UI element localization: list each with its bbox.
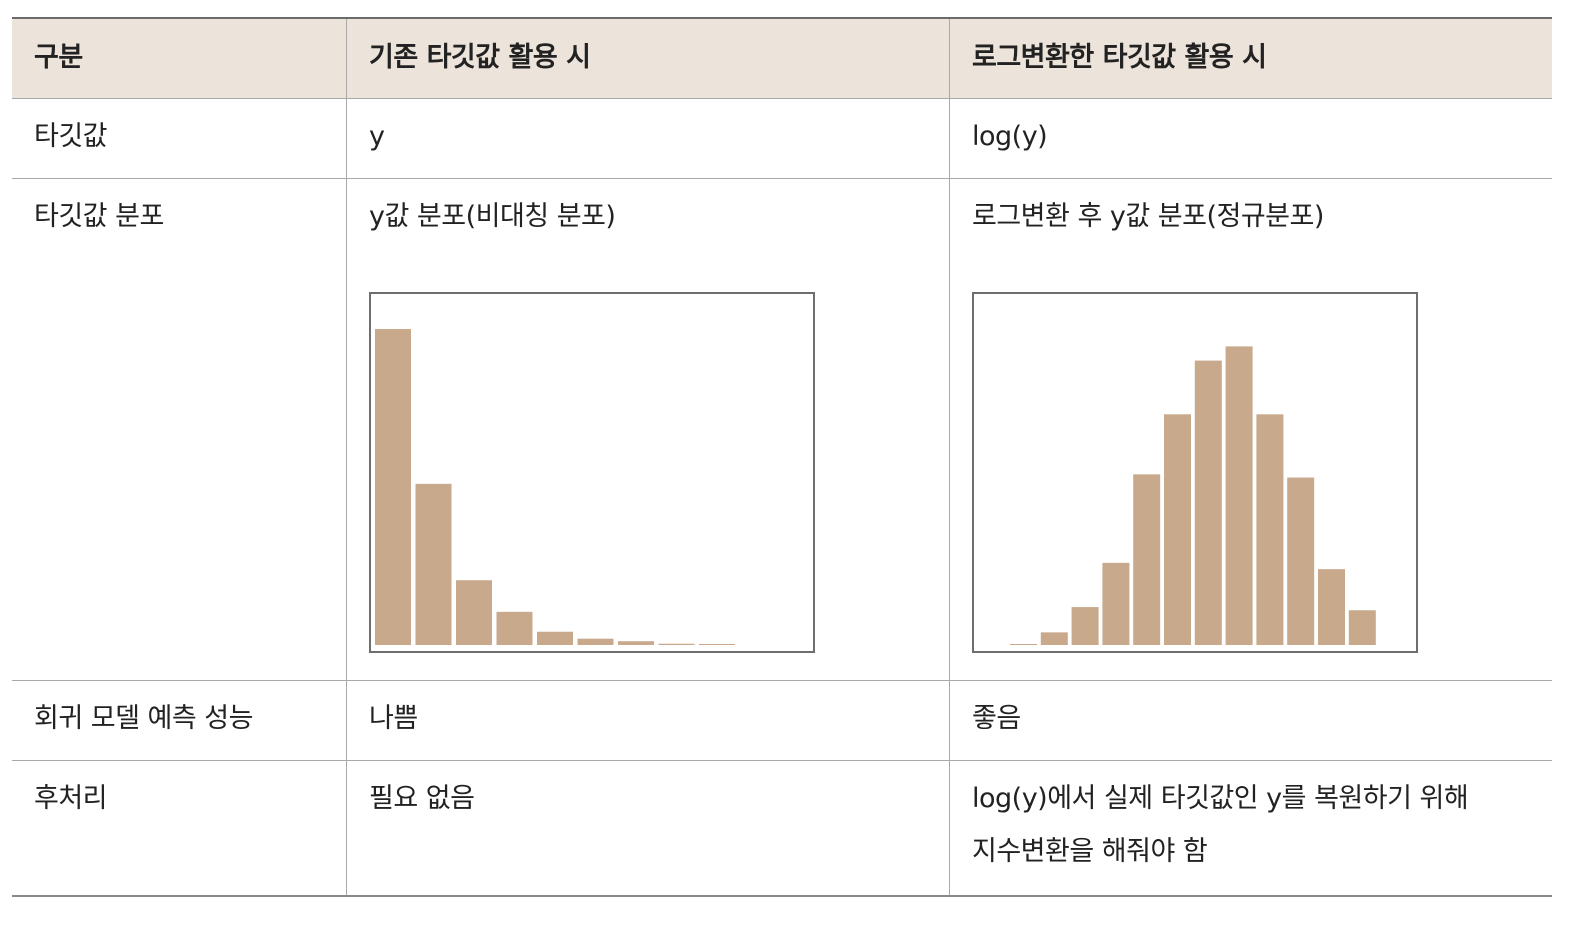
histogram-bar (618, 641, 654, 645)
original-performance: 나쁨 (346, 681, 949, 760)
table-row-performance: 회귀 모델 예측 성능 나쁨 좋음 (12, 681, 1552, 761)
header-log-target: 로그변환한 타깃값 활용 시 (949, 19, 1552, 98)
row-label: 타깃값 분포 (34, 201, 164, 232)
log-value: log(y) (949, 99, 1552, 178)
row-label: 회귀 모델 예측 성능 (34, 703, 253, 734)
histogram-bar (496, 611, 533, 645)
histogram-bar (1164, 414, 1191, 645)
histogram-bar (1133, 474, 1161, 645)
comparison-table: 구분 기존 타깃값 활용 시 로그변환한 타깃값 활용 시 타깃값 y log(… (12, 17, 1552, 897)
histogram-bar (1040, 632, 1068, 645)
histogram-bar (1010, 644, 1037, 645)
normal-histogram (972, 292, 1418, 653)
log-distribution-text: 로그변환 후 y값 분포(정규분포) (972, 201, 1324, 232)
original-distribution-text: y값 분포(비대칭 분포) (369, 201, 616, 232)
histogram-bar (699, 644, 735, 645)
original-distribution-cell: y값 분포(비대칭 분포) (346, 179, 949, 680)
histogram-bar (456, 580, 492, 645)
histogram-bar (1194, 360, 1222, 645)
table-row-target: 타깃값 y log(y) (12, 99, 1552, 179)
histogram-bar (1318, 569, 1345, 645)
histogram-bar (1071, 607, 1099, 645)
histogram-bar (537, 631, 573, 645)
log-distribution-cell: 로그변환 후 y값 분포(정규분포) (949, 179, 1552, 680)
histogram-bar (1348, 610, 1376, 645)
table-row-distribution: 타깃값 분포 y값 분포(비대칭 분포) 로그변환 후 y값 분포(정규분포) (12, 179, 1552, 681)
histogram-bar (1287, 477, 1315, 645)
log-performance: 좋음 (949, 681, 1552, 760)
log-postprocessing: log(y)에서 실제 타깃값인 y를 복원하기 위해 지수변환을 해줘야 함 (949, 761, 1552, 895)
header-original-target: 기존 타깃값 활용 시 (346, 19, 949, 98)
row-label: 후처리 (34, 783, 108, 814)
table-row-postprocessing: 후처리 필요 없음 log(y)에서 실제 타깃값인 y를 복원하기 위해 지수… (12, 761, 1552, 897)
log-postprocessing-line2: 지수변환을 해줘야 함 (972, 836, 1208, 867)
histogram-bar (1225, 346, 1253, 645)
histogram-bar (415, 483, 452, 645)
histogram-bar (1102, 562, 1130, 645)
original-postprocessing: 필요 없음 (346, 761, 949, 895)
row-label: 타깃값 (34, 121, 108, 152)
histogram-bar (577, 638, 614, 645)
original-value: y (346, 99, 949, 178)
table-header-row: 구분 기존 타깃값 활용 시 로그변환한 타깃값 활용 시 (12, 19, 1552, 99)
header-category: 구분 (34, 42, 83, 73)
histogram-bar (375, 329, 411, 645)
histogram-bar (1256, 414, 1284, 645)
histogram-bar (658, 643, 695, 645)
skewed-histogram (369, 292, 815, 653)
log-postprocessing-line1: log(y)에서 실제 타깃값인 y를 복원하기 위해 (972, 783, 1469, 814)
